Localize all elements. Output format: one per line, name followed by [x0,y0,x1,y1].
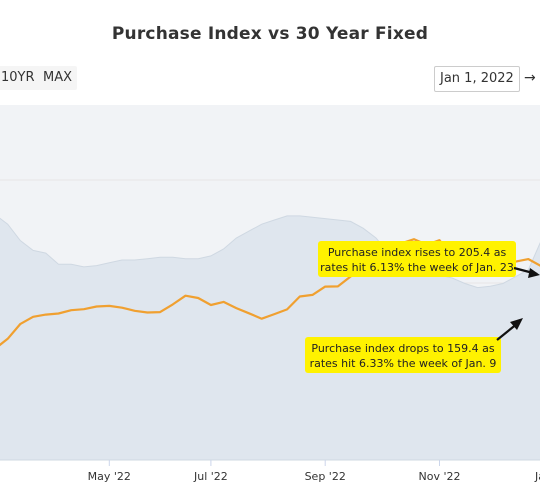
annotation-text: rates hit 6.13% the week of Jan. 23 [320,261,514,274]
chart-title: Purchase Index vs 30 Year Fixed [111,24,429,44]
annotation-rises: Purchase index rises to 205.4 as rates h… [318,241,540,278]
arrowhead-icon [510,318,523,330]
x-tick-label: May '22 [88,470,131,483]
annotation-text: Purchase index rises to 205.4 as [328,246,507,259]
x-tick-label: Jul '22 [193,470,228,483]
annotation-box [305,337,501,373]
range-button-10yr[interactable]: 10YR [0,66,40,90]
date-range-arrow-icon: → [524,70,536,86]
x-tick-label: Jan '23 [534,470,540,483]
annotation-text: rates hit 6.33% the week of Jan. 9 [310,357,497,370]
start-date-input[interactable]: Jan 1, 2022 [434,66,520,92]
annotation-drops: Purchase index drops to 159.4 as rates h… [305,318,523,373]
x-axis: May '22 Jul '22 Sep '22 Nov '22 Jan '23 [88,460,540,483]
range-button-max[interactable]: MAX [38,66,78,90]
x-tick-label: Nov '22 [419,470,461,483]
arrowhead-icon [528,268,540,278]
annotation-text: Purchase index drops to 159.4 as [311,342,495,355]
x-tick-label: Sep '22 [305,470,346,483]
annotation-box [318,241,516,277]
